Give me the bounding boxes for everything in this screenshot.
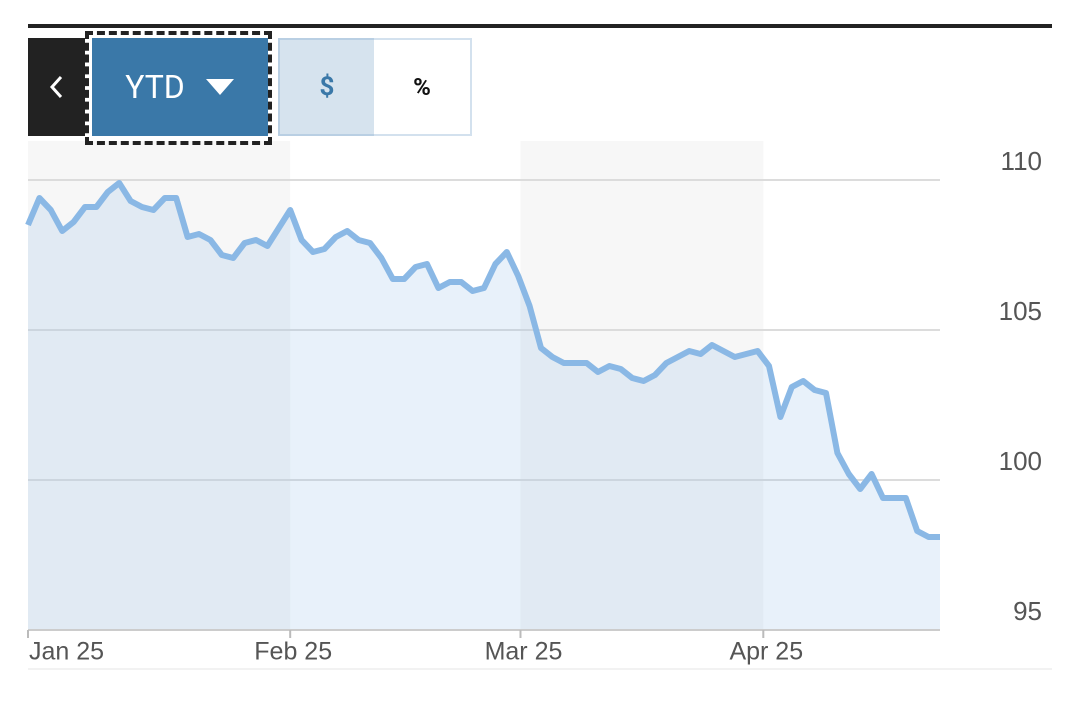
axes: 95 100 105 110 Jan 25 Feb 25 Mar 25 Apr 25 <box>27 146 1042 666</box>
x-tick-label: Jan 25 <box>29 638 104 666</box>
x-tick-label: Feb 25 <box>254 638 332 666</box>
area <box>28 183 940 630</box>
back-button[interactable] <box>28 38 85 136</box>
y-tick-label: 110 <box>1001 146 1042 176</box>
month-band <box>520 141 764 630</box>
percent-label: % <box>413 73 431 101</box>
y-tick-label: 100 <box>999 446 1042 476</box>
chevron-left-icon <box>49 75 62 99</box>
dollar-toggle[interactable]: $ <box>278 38 376 136</box>
percent-toggle[interactable]: % <box>374 38 472 136</box>
price-line <box>25 180 940 540</box>
series <box>25 180 940 630</box>
y-tick-label: 105 <box>999 296 1042 326</box>
x-tick-label: Apr 25 <box>729 638 803 666</box>
focus-ring <box>85 31 272 145</box>
y-tick-label: 95 <box>1013 596 1042 626</box>
range-dropdown[interactable]: YTD <box>92 38 268 136</box>
range-label: YTD <box>125 68 185 106</box>
dollar-label: $ <box>319 72 335 102</box>
x-tick-label: Mar 25 <box>485 638 563 666</box>
caret-down-icon <box>205 79 234 95</box>
